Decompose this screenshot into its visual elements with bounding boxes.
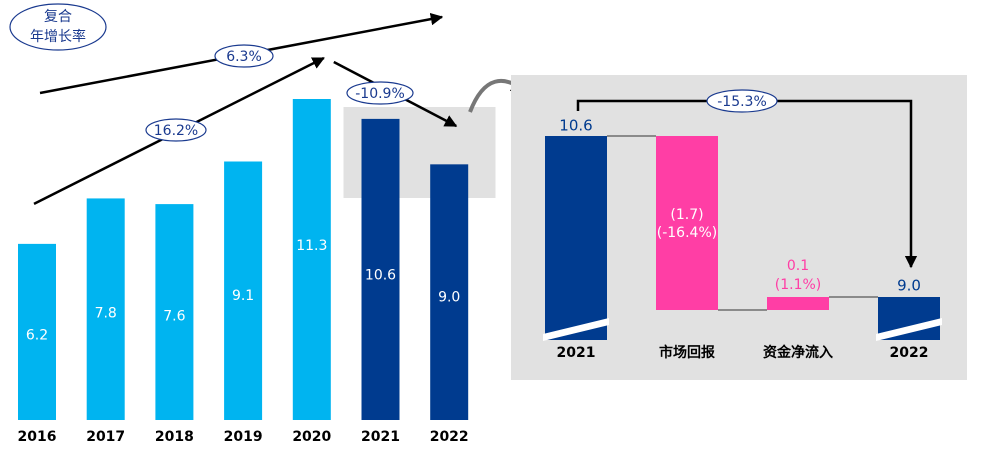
waterfall-sublabel-net-inflow: (1.1%) xyxy=(775,277,822,293)
x-tick-label-2016: 2016 xyxy=(18,429,57,445)
growth-badge-16-ellipse xyxy=(145,118,207,142)
bar-2019 xyxy=(224,161,263,420)
bar-value-label-2016: 6.2 xyxy=(26,327,48,343)
bar-value-label-2020: 11.3 xyxy=(296,238,327,254)
x-tick-label-2019: 2019 xyxy=(224,429,263,445)
bar-value-label-2022: 9.0 xyxy=(438,289,460,305)
waterfall-bar-net-inflow xyxy=(767,297,829,310)
waterfall-sublabel-market-return: (-16.4%) xyxy=(657,225,717,241)
waterfall-tick-label-0: 2021 xyxy=(557,345,596,361)
x-tick-label-2017: 2017 xyxy=(86,429,125,445)
waterfall-tick-label-2: 资金净流入 xyxy=(763,344,833,361)
x-tick-label-2020: 2020 xyxy=(292,429,331,445)
x-tick-label-2018: 2018 xyxy=(155,429,194,445)
growth-badge-63-ellipse xyxy=(214,44,274,68)
overall-change-badge: -15.3% xyxy=(717,94,767,110)
growth-badge-63: 6.3% xyxy=(226,49,262,65)
x-tick-label-2021: 2021 xyxy=(361,429,400,445)
waterfall-value-net-inflow: 0.1 xyxy=(787,258,809,274)
waterfall-bar-market-return xyxy=(656,136,718,310)
growth-badge-16: 16.2% xyxy=(154,123,198,139)
waterfall-value-market-return: (1.7) xyxy=(670,207,703,223)
bar-value-label-2017: 7.8 xyxy=(95,306,117,322)
waterfall-tick-label-3: 2022 xyxy=(890,345,929,361)
bar-2017 xyxy=(86,198,125,420)
legend-label-line2: 年增长率 xyxy=(30,28,86,45)
bar-2020 xyxy=(292,99,331,420)
growth-badge-109-ellipse xyxy=(346,81,414,105)
x-tick-label-2022: 2022 xyxy=(430,429,469,445)
bar-2016 xyxy=(18,243,56,420)
axis-break-1 xyxy=(876,318,942,341)
waterfall-value-2022: 9.0 xyxy=(897,277,921,295)
bar-value-label-2018: 7.6 xyxy=(163,308,185,324)
waterfall-tick-label-1: 市场回报 xyxy=(659,344,715,361)
bar-value-label-2019: 9.1 xyxy=(232,288,254,304)
bar-2021 xyxy=(361,118,400,421)
axis-break-0 xyxy=(543,318,609,341)
legend-ellipse xyxy=(9,3,107,51)
bar-2018 xyxy=(155,204,194,420)
bar-2022 xyxy=(430,164,469,420)
bar-value-label-2021: 10.6 xyxy=(365,267,396,283)
overall-change-badge-ellipse xyxy=(706,89,778,113)
waterfall-value-2021: 10.6 xyxy=(559,117,592,135)
legend-label-line1: 复合 xyxy=(44,8,72,25)
growth-badge-109: -10.9% xyxy=(355,86,405,102)
waterfall-bar-2021 xyxy=(545,136,607,340)
